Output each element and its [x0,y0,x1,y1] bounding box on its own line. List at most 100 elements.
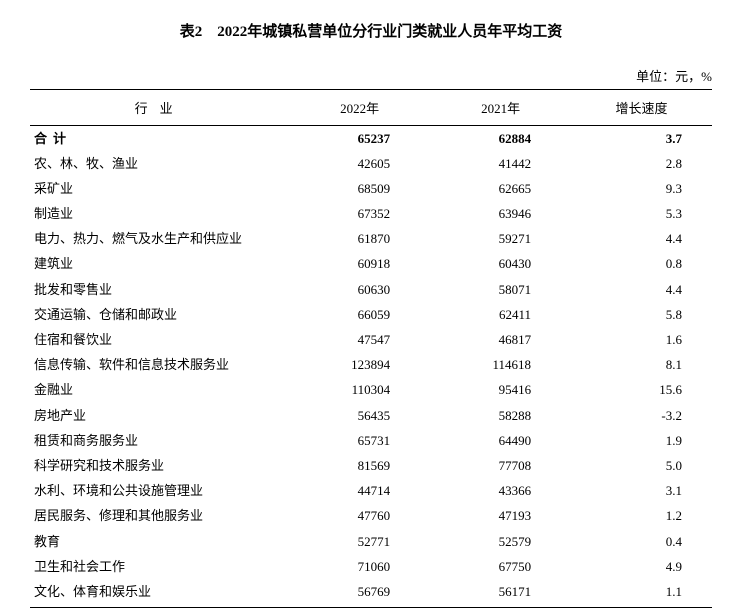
table-row: 住宿和餐饮业47547468171.6 [30,328,712,353]
row-growth: 1.1 [571,579,712,607]
row-label: 农、林、牧、渔业 [30,151,289,176]
total-row: 合计 65237 62884 3.7 [30,126,712,152]
row-growth: 5.8 [571,302,712,327]
row-2022: 42605 [289,151,430,176]
row-2022: 61870 [289,227,430,252]
row-2022: 66059 [289,302,430,327]
row-2021: 67750 [430,554,571,579]
row-2021: 56171 [430,579,571,607]
total-growth: 3.7 [571,126,712,152]
row-growth: 0.8 [571,252,712,277]
row-label: 卫生和社会工作 [30,554,289,579]
row-2022: 123894 [289,353,430,378]
row-2022: 71060 [289,554,430,579]
row-2021: 60430 [430,252,571,277]
row-label: 采矿业 [30,176,289,201]
total-2022: 65237 [289,126,430,152]
table-row: 批发和零售业60630580714.4 [30,277,712,302]
row-2022: 52771 [289,529,430,554]
total-label: 合计 [30,126,289,152]
row-label: 居民服务、修理和其他服务业 [30,504,289,529]
row-2021: 62411 [430,302,571,327]
row-label: 电力、热力、燃气及水生产和供应业 [30,227,289,252]
table-row: 采矿业68509626659.3 [30,176,712,201]
row-2021: 77708 [430,453,571,478]
row-2021: 58071 [430,277,571,302]
row-label: 制造业 [30,202,289,227]
row-growth: 1.6 [571,328,712,353]
row-2021: 46817 [430,328,571,353]
row-growth: -3.2 [571,403,712,428]
table-row: 农、林、牧、渔业42605414422.8 [30,151,712,176]
row-2022: 56435 [289,403,430,428]
row-2022: 56769 [289,579,430,607]
row-2022: 110304 [289,378,430,403]
row-label: 租赁和商务服务业 [30,428,289,453]
row-2022: 44714 [289,479,430,504]
row-growth: 15.6 [571,378,712,403]
table-row: 金融业1103049541615.6 [30,378,712,403]
row-growth: 5.0 [571,453,712,478]
row-label: 建筑业 [30,252,289,277]
row-label: 教育 [30,529,289,554]
total-2021: 62884 [430,126,571,152]
row-growth: 4.9 [571,554,712,579]
table-title: 表2 2022年城镇私营单位分行业门类就业人员年平均工资 [30,20,712,41]
header-growth: 增长速度 [571,90,712,126]
row-2021: 41442 [430,151,571,176]
row-label: 金融业 [30,378,289,403]
wage-table: 行业 2022年 2021年 增长速度 合计 65237 62884 3.7 农… [30,89,712,608]
row-2021: 58288 [430,403,571,428]
row-growth: 3.1 [571,479,712,504]
table-row: 科学研究和技术服务业81569777085.0 [30,453,712,478]
header-row: 行业 2022年 2021年 增长速度 [30,90,712,126]
row-2021: 64490 [430,428,571,453]
row-label: 住宿和餐饮业 [30,328,289,353]
row-growth: 5.3 [571,202,712,227]
header-2021: 2021年 [430,90,571,126]
table-row: 水利、环境和公共设施管理业44714433663.1 [30,479,712,504]
row-growth: 0.4 [571,529,712,554]
row-label: 批发和零售业 [30,277,289,302]
table-row: 教育52771525790.4 [30,529,712,554]
table-row: 信息传输、软件和信息技术服务业1238941146188.1 [30,353,712,378]
row-2022: 47760 [289,504,430,529]
row-2021: 43366 [430,479,571,504]
row-growth: 4.4 [571,277,712,302]
row-2022: 60630 [289,277,430,302]
table-row: 房地产业5643558288-3.2 [30,403,712,428]
table-row: 电力、热力、燃气及水生产和供应业61870592714.4 [30,227,712,252]
row-growth: 4.4 [571,227,712,252]
row-2021: 52579 [430,529,571,554]
row-label: 水利、环境和公共设施管理业 [30,479,289,504]
row-2021: 59271 [430,227,571,252]
row-2022: 65731 [289,428,430,453]
row-2022: 68509 [289,176,430,201]
row-label: 文化、体育和娱乐业 [30,579,289,607]
row-2021: 95416 [430,378,571,403]
row-2021: 63946 [430,202,571,227]
table-row: 居民服务、修理和其他服务业47760471931.2 [30,504,712,529]
row-label: 信息传输、软件和信息技术服务业 [30,353,289,378]
row-2021: 47193 [430,504,571,529]
row-2022: 67352 [289,202,430,227]
table-row: 交通运输、仓储和邮政业66059624115.8 [30,302,712,327]
row-2022: 60918 [289,252,430,277]
table-row: 建筑业60918604300.8 [30,252,712,277]
row-growth: 1.2 [571,504,712,529]
table-row: 卫生和社会工作71060677504.9 [30,554,712,579]
row-2021: 62665 [430,176,571,201]
row-growth: 1.9 [571,428,712,453]
table-row: 文化、体育和娱乐业56769561711.1 [30,579,712,607]
row-2022: 81569 [289,453,430,478]
row-2022: 47547 [289,328,430,353]
row-growth: 8.1 [571,353,712,378]
row-2021: 114618 [430,353,571,378]
row-label: 交通运输、仓储和邮政业 [30,302,289,327]
header-industry: 行业 [30,90,289,126]
row-growth: 2.8 [571,151,712,176]
header-2022: 2022年 [289,90,430,126]
table-row: 租赁和商务服务业65731644901.9 [30,428,712,453]
row-growth: 9.3 [571,176,712,201]
table-row: 制造业67352639465.3 [30,202,712,227]
